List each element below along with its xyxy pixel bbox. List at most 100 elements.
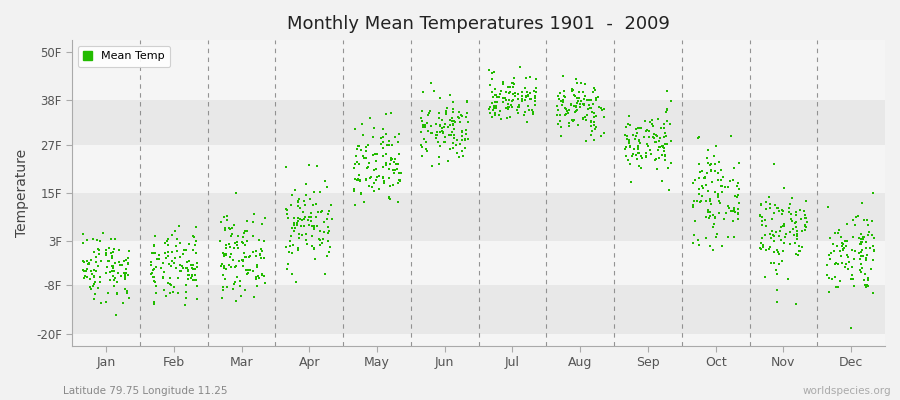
- Point: [182, 272, 196, 278]
- Point: [154, 265, 168, 271]
- Point: [249, 264, 264, 270]
- Point: [653, 125, 668, 131]
- Point: [701, 147, 716, 154]
- Point: [257, 255, 272, 261]
- Point: [385, 142, 400, 149]
- Point: [567, 103, 581, 109]
- Point: [515, 98, 529, 104]
- Point: [147, 274, 161, 280]
- Point: [759, 246, 773, 253]
- Point: [143, 270, 157, 277]
- Point: [120, 288, 134, 294]
- Point: [422, 110, 436, 116]
- Point: [494, 116, 508, 122]
- Point: [76, 230, 90, 237]
- Point: [281, 215, 295, 222]
- Point: [282, 249, 296, 256]
- Point: [306, 223, 320, 229]
- Point: [382, 175, 396, 181]
- Point: [254, 254, 268, 261]
- Point: [148, 290, 163, 296]
- Point: [855, 247, 869, 254]
- Point: [499, 105, 513, 112]
- Point: [220, 217, 234, 223]
- Point: [844, 272, 859, 278]
- Point: [387, 170, 401, 176]
- Point: [554, 90, 568, 96]
- Point: [431, 110, 446, 117]
- Point: [382, 194, 396, 200]
- Point: [795, 244, 809, 250]
- Point: [701, 207, 716, 214]
- Point: [317, 229, 331, 236]
- Point: [389, 161, 403, 168]
- Point: [487, 102, 501, 109]
- Point: [566, 118, 580, 124]
- Point: [416, 89, 430, 95]
- Point: [706, 221, 721, 228]
- Point: [861, 277, 876, 284]
- Point: [189, 277, 203, 284]
- Point: [853, 267, 868, 274]
- Point: [847, 283, 861, 289]
- Point: [321, 211, 336, 217]
- Point: [106, 265, 121, 271]
- Point: [222, 261, 237, 268]
- Point: [568, 76, 582, 83]
- Point: [629, 130, 643, 136]
- Point: [111, 270, 125, 276]
- Point: [861, 232, 876, 239]
- Point: [715, 182, 729, 189]
- Point: [846, 256, 860, 262]
- Point: [759, 199, 773, 206]
- Legend: Mean Temp: Mean Temp: [77, 46, 170, 67]
- Point: [366, 125, 381, 131]
- Point: [305, 222, 320, 229]
- Point: [392, 151, 407, 157]
- Point: [698, 182, 713, 188]
- Point: [223, 226, 238, 233]
- Point: [432, 114, 446, 121]
- Point: [454, 147, 469, 154]
- Point: [84, 286, 98, 292]
- Point: [696, 185, 710, 192]
- Point: [552, 96, 566, 103]
- Point: [216, 250, 230, 256]
- Point: [118, 270, 132, 276]
- Point: [287, 215, 302, 221]
- Point: [161, 280, 176, 286]
- Point: [228, 264, 242, 270]
- Point: [798, 222, 813, 228]
- Point: [190, 264, 204, 270]
- Point: [529, 85, 544, 92]
- Point: [231, 258, 246, 264]
- Point: [435, 116, 449, 123]
- Point: [437, 124, 452, 131]
- Point: [354, 190, 368, 196]
- Point: [117, 258, 131, 264]
- Point: [517, 112, 531, 119]
- Point: [110, 279, 124, 286]
- Point: [377, 179, 392, 186]
- Point: [316, 235, 330, 242]
- Point: [148, 283, 163, 289]
- Point: [521, 93, 535, 100]
- Point: [383, 161, 398, 167]
- Point: [313, 189, 328, 196]
- Point: [755, 214, 770, 220]
- Point: [655, 152, 670, 158]
- Point: [851, 213, 866, 220]
- Point: [580, 106, 595, 112]
- Point: [783, 240, 797, 247]
- Point: [651, 146, 665, 153]
- Point: [252, 237, 266, 243]
- Point: [490, 94, 504, 100]
- Point: [292, 196, 306, 202]
- Point: [105, 253, 120, 259]
- Point: [215, 295, 230, 301]
- Point: [857, 217, 871, 224]
- Point: [658, 132, 672, 139]
- Point: [579, 116, 593, 123]
- Point: [147, 277, 161, 284]
- Point: [691, 134, 706, 141]
